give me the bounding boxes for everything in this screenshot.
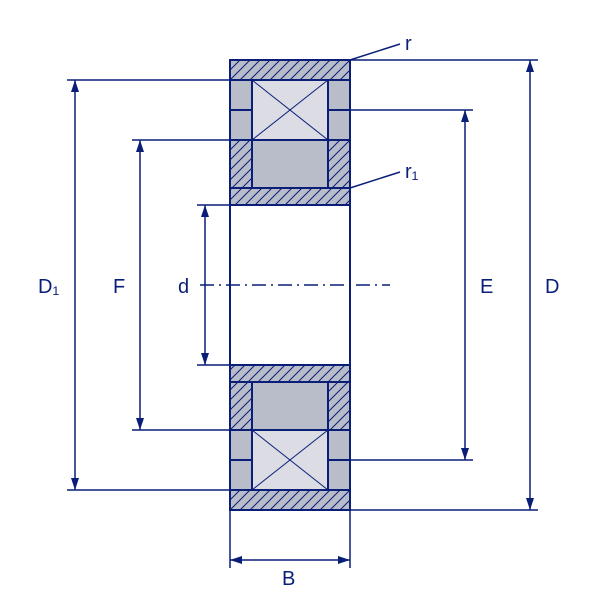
hatched-section [230,382,252,430]
hatched-section [230,60,350,80]
callout-label-r₁: r₁ [405,161,419,183]
dimension-D: D [350,60,559,510]
hatched-section [328,382,350,430]
hatched-section [230,140,252,188]
dimension-label-F: F [113,276,125,298]
hatched-section [230,365,350,382]
dimension-label-d: d [178,276,189,298]
dimension-B: B [230,510,350,590]
dimension-label-E: E [480,276,493,298]
hatched-section [328,140,350,188]
hatched-section [230,490,350,510]
callout-r: r [350,33,412,60]
roller [252,430,328,490]
hatched-section [230,188,350,205]
callout-label-r: r [405,33,412,55]
bearing-cross-section-diagram: B D E D₁ Fd r r₁ [0,0,600,600]
dimension-label-D: D [545,276,559,298]
callout-r₁: r₁ [350,161,419,188]
roller [252,80,328,140]
dimension-label-B: B [282,568,295,590]
dimension-label-D₁: D₁ [38,276,59,298]
dimension-E: E [350,110,493,460]
